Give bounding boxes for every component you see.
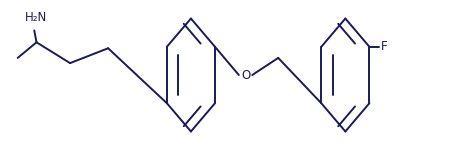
Text: H₂N: H₂N <box>24 11 47 24</box>
Text: O: O <box>241 69 250 81</box>
Text: F: F <box>381 40 387 53</box>
